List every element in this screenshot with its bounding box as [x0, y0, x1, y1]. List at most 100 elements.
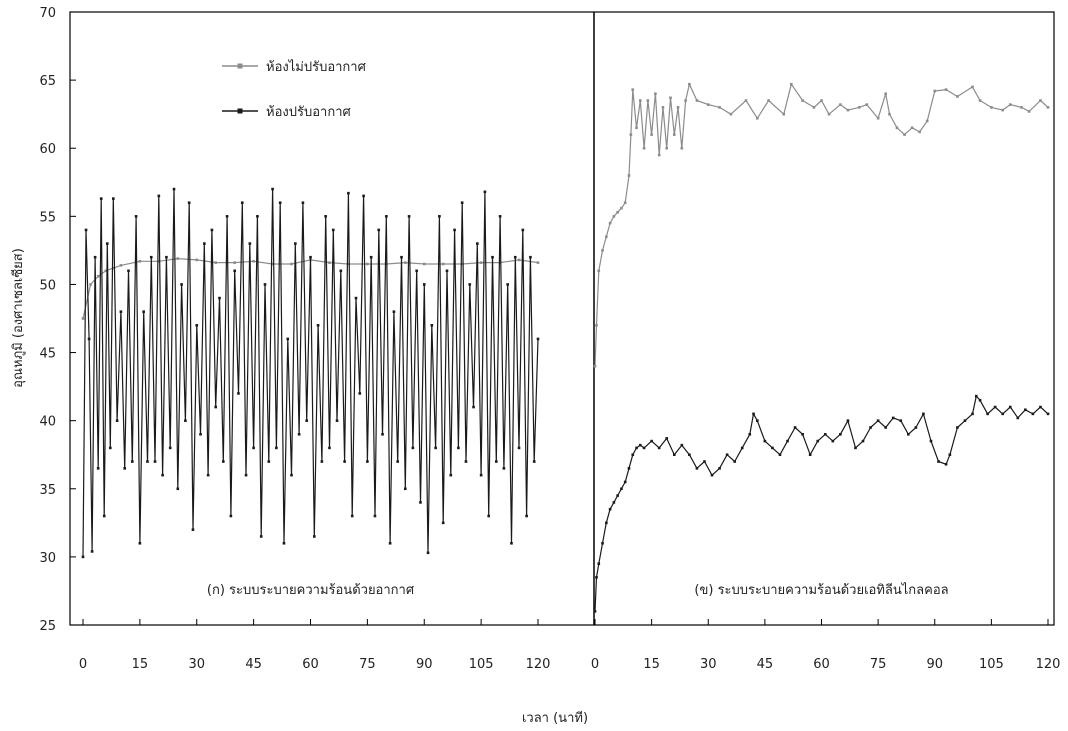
- y-tick-label: 65: [39, 74, 56, 89]
- data-point: [854, 446, 857, 450]
- x-tick-label: 60: [813, 657, 830, 672]
- data-point: [1046, 106, 1050, 109]
- y-tick-label: 40: [39, 415, 56, 430]
- data-point: [403, 261, 407, 264]
- data-point: [657, 446, 661, 450]
- data-point: [744, 99, 748, 102]
- data-point: [290, 262, 293, 266]
- y-tick-label: 70: [39, 6, 56, 21]
- data-point: [971, 85, 974, 89]
- data-point: [87, 337, 91, 341]
- data-point: [422, 283, 426, 286]
- data-point: [948, 453, 952, 457]
- data-point: [623, 480, 627, 484]
- data-point: [903, 133, 906, 136]
- data-point: [1008, 103, 1012, 106]
- data-point: [407, 215, 411, 218]
- data-point: [502, 467, 506, 470]
- data-point: [793, 426, 797, 429]
- data-point: [385, 215, 388, 218]
- data-point: [536, 337, 540, 341]
- data-point: [419, 501, 422, 504]
- data-point: [771, 446, 774, 450]
- data-point: [1016, 416, 1020, 420]
- data-point: [631, 453, 635, 457]
- data-point: [309, 255, 312, 259]
- data-point: [138, 259, 142, 263]
- data-point: [343, 460, 346, 463]
- legend-marker: [237, 63, 243, 69]
- data-point: [422, 262, 426, 266]
- data-point: [601, 249, 604, 252]
- data-point: [445, 269, 449, 273]
- data-point: [199, 432, 202, 436]
- data-point: [993, 405, 997, 409]
- data-point: [665, 146, 669, 150]
- data-point: [411, 446, 415, 450]
- data-point: [956, 426, 959, 429]
- data-point: [778, 453, 782, 457]
- data-point: [184, 419, 187, 422]
- data-point: [733, 460, 736, 463]
- data-point: [282, 541, 286, 545]
- data-point: [105, 242, 109, 245]
- data-point: [240, 201, 244, 205]
- legend-label: ห้องไม่ปรับอากาศ: [266, 59, 367, 75]
- data-point: [801, 432, 804, 436]
- data-point: [381, 432, 384, 436]
- data-point: [517, 258, 521, 262]
- data-point: [1027, 110, 1031, 113]
- data-point: [710, 473, 714, 477]
- data-point: [695, 467, 699, 470]
- data-point: [324, 215, 327, 218]
- data-point: [888, 112, 891, 116]
- data-point: [629, 133, 633, 136]
- data-point: [187, 201, 191, 205]
- data-point: [275, 446, 278, 450]
- data-point: [112, 197, 115, 200]
- data-point: [476, 242, 479, 245]
- data-point: [328, 446, 331, 450]
- data-point: [430, 324, 434, 327]
- data-point: [680, 146, 684, 150]
- data-point: [320, 460, 324, 463]
- data-point: [112, 266, 115, 270]
- data-point: [729, 112, 733, 116]
- data-point: [312, 535, 316, 538]
- data-point: [115, 419, 119, 422]
- data-point: [84, 228, 88, 232]
- data-point: [861, 439, 865, 443]
- data-point: [400, 255, 403, 259]
- data-point: [366, 262, 369, 266]
- data-point: [157, 259, 161, 263]
- data-point: [441, 262, 445, 266]
- data-point: [168, 446, 172, 450]
- data-point: [608, 507, 612, 511]
- data-point: [498, 261, 502, 264]
- data-point: [244, 473, 248, 477]
- x-tick-label: 90: [926, 657, 943, 672]
- x-tick-label: 30: [188, 657, 205, 672]
- data-point: [138, 541, 142, 545]
- data-point: [165, 255, 168, 259]
- data-point: [453, 228, 456, 232]
- data-point: [857, 106, 861, 109]
- data-point: [597, 562, 601, 565]
- data-point: [929, 439, 933, 443]
- x-tick-label: 15: [132, 657, 149, 672]
- data-point: [415, 269, 418, 273]
- data-point: [472, 405, 475, 409]
- data-point: [639, 99, 642, 102]
- data-point: [748, 432, 752, 436]
- data-point: [191, 528, 195, 531]
- data-point: [225, 215, 229, 218]
- data-point: [907, 432, 910, 436]
- data-point: [756, 419, 759, 422]
- x-tick-label: 0: [591, 657, 599, 672]
- data-point: [93, 255, 97, 259]
- data-point: [654, 92, 657, 96]
- data-point: [479, 473, 483, 477]
- data-point: [81, 555, 85, 559]
- data-point: [1001, 108, 1004, 112]
- data-point: [229, 514, 233, 518]
